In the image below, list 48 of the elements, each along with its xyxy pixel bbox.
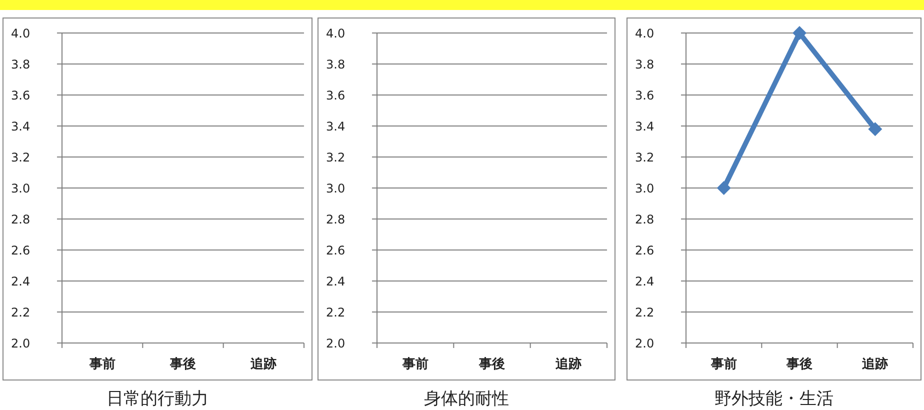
y-tick-label: 4.0 <box>11 26 30 40</box>
y-tick-label: 2.8 <box>635 212 654 226</box>
point <box>716 181 731 195</box>
y-tick-label: 3.0 <box>635 182 654 196</box>
x-tick-label: 追跡 <box>861 356 888 372</box>
y-tick-label: 4.0 <box>635 26 654 40</box>
y-tick-label: 3.8 <box>11 58 30 72</box>
y-tick-label: 3.6 <box>635 88 654 102</box>
y-tick-label: 2.0 <box>11 336 30 350</box>
y-tick-label: 2.6 <box>635 244 654 258</box>
y-tick-label: 3.0 <box>326 182 346 196</box>
y-tick-label: 2.6 <box>11 244 30 258</box>
y-tick-label: 2.2 <box>11 306 30 320</box>
x-tick-label: 事後 <box>169 356 196 372</box>
y-tick-label: 2.0 <box>326 336 346 350</box>
x-tick-label: 事後 <box>786 356 812 372</box>
y-tick-label: 2.8 <box>326 212 346 226</box>
x-axis-title: 身体的耐性 <box>424 389 509 409</box>
y-tick-label: 3.6 <box>326 88 346 102</box>
y-tick-label: 3.2 <box>11 150 30 164</box>
x-tick-label: 事前 <box>401 357 428 372</box>
x-tick-label: 追跡 <box>554 356 582 372</box>
y-tick-label: 2.8 <box>11 212 30 226</box>
y-tick-label: 2.6 <box>326 244 346 258</box>
y-tick-label: 3.0 <box>11 182 30 196</box>
y-tick-label: 2.2 <box>326 306 346 320</box>
x-tick-label: 事前 <box>710 357 737 372</box>
y-tick-label: 3.8 <box>635 58 654 72</box>
point <box>868 122 882 136</box>
y-tick-label: 3.4 <box>11 120 30 134</box>
x-tick-label: 事前 <box>88 357 116 372</box>
y-tick-label: 4.0 <box>326 26 346 40</box>
y-tick-label: 2.4 <box>11 274 30 288</box>
y-tick-label: 3.4 <box>635 120 654 134</box>
y-tick-label: 2.4 <box>635 274 654 288</box>
x-axis-title: 日常的行動力 <box>106 389 208 409</box>
point <box>792 26 806 40</box>
y-tick-label: 2.4 <box>326 274 346 288</box>
y-tick-label: 3.6 <box>11 88 30 102</box>
x-tick-label: 事後 <box>478 356 505 372</box>
x-tick-label: 追跡 <box>250 356 277 372</box>
y-tick-label: 2.0 <box>635 336 654 350</box>
y-tick-label: 3.4 <box>326 120 346 134</box>
y-tick-label: 3.2 <box>326 150 346 164</box>
y-tick-label: 2.2 <box>635 306 654 320</box>
x-axis-title: 野外技能・生活 <box>714 389 834 409</box>
y-tick-label: 3.2 <box>635 150 654 164</box>
y-tick-label: 3.8 <box>326 58 346 72</box>
